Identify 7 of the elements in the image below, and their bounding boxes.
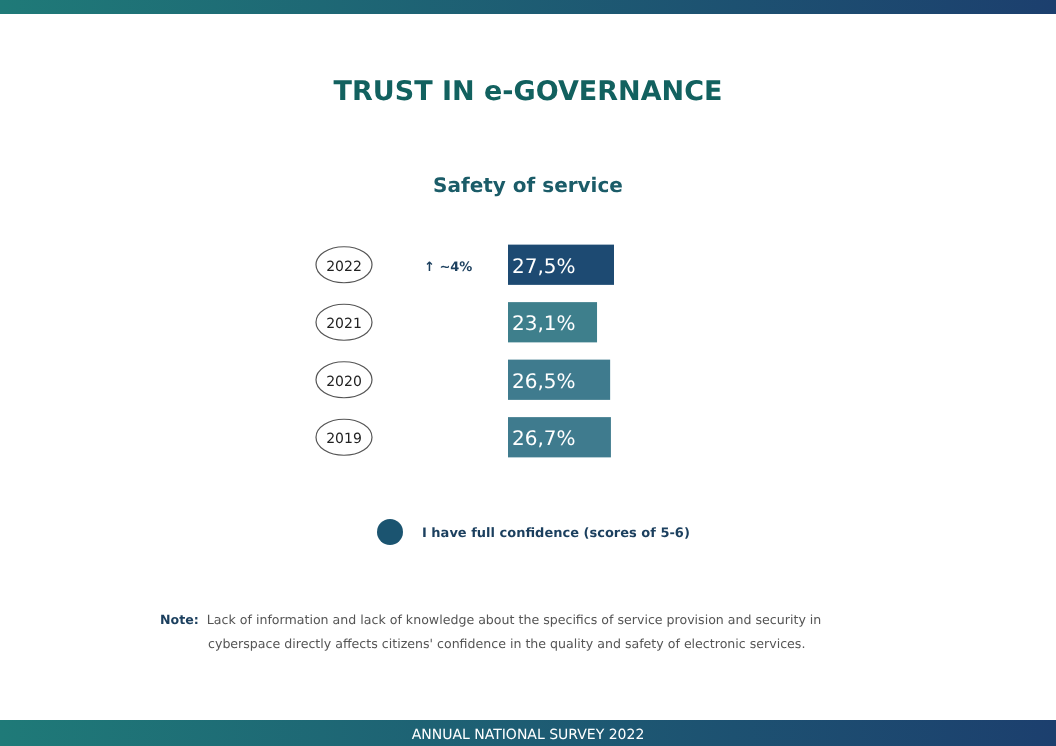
- data-label: 26,5%: [512, 371, 576, 394]
- data-label: 27,5%: [512, 256, 576, 279]
- bar: [508, 244, 614, 285]
- chart-subtitle: Safety of service: [433, 176, 624, 198]
- chart-title: TRUST IN e-GOVERNANCE: [333, 76, 723, 108]
- data-label: 26,7%: [512, 429, 576, 452]
- data-label: 23,1%: [512, 314, 576, 337]
